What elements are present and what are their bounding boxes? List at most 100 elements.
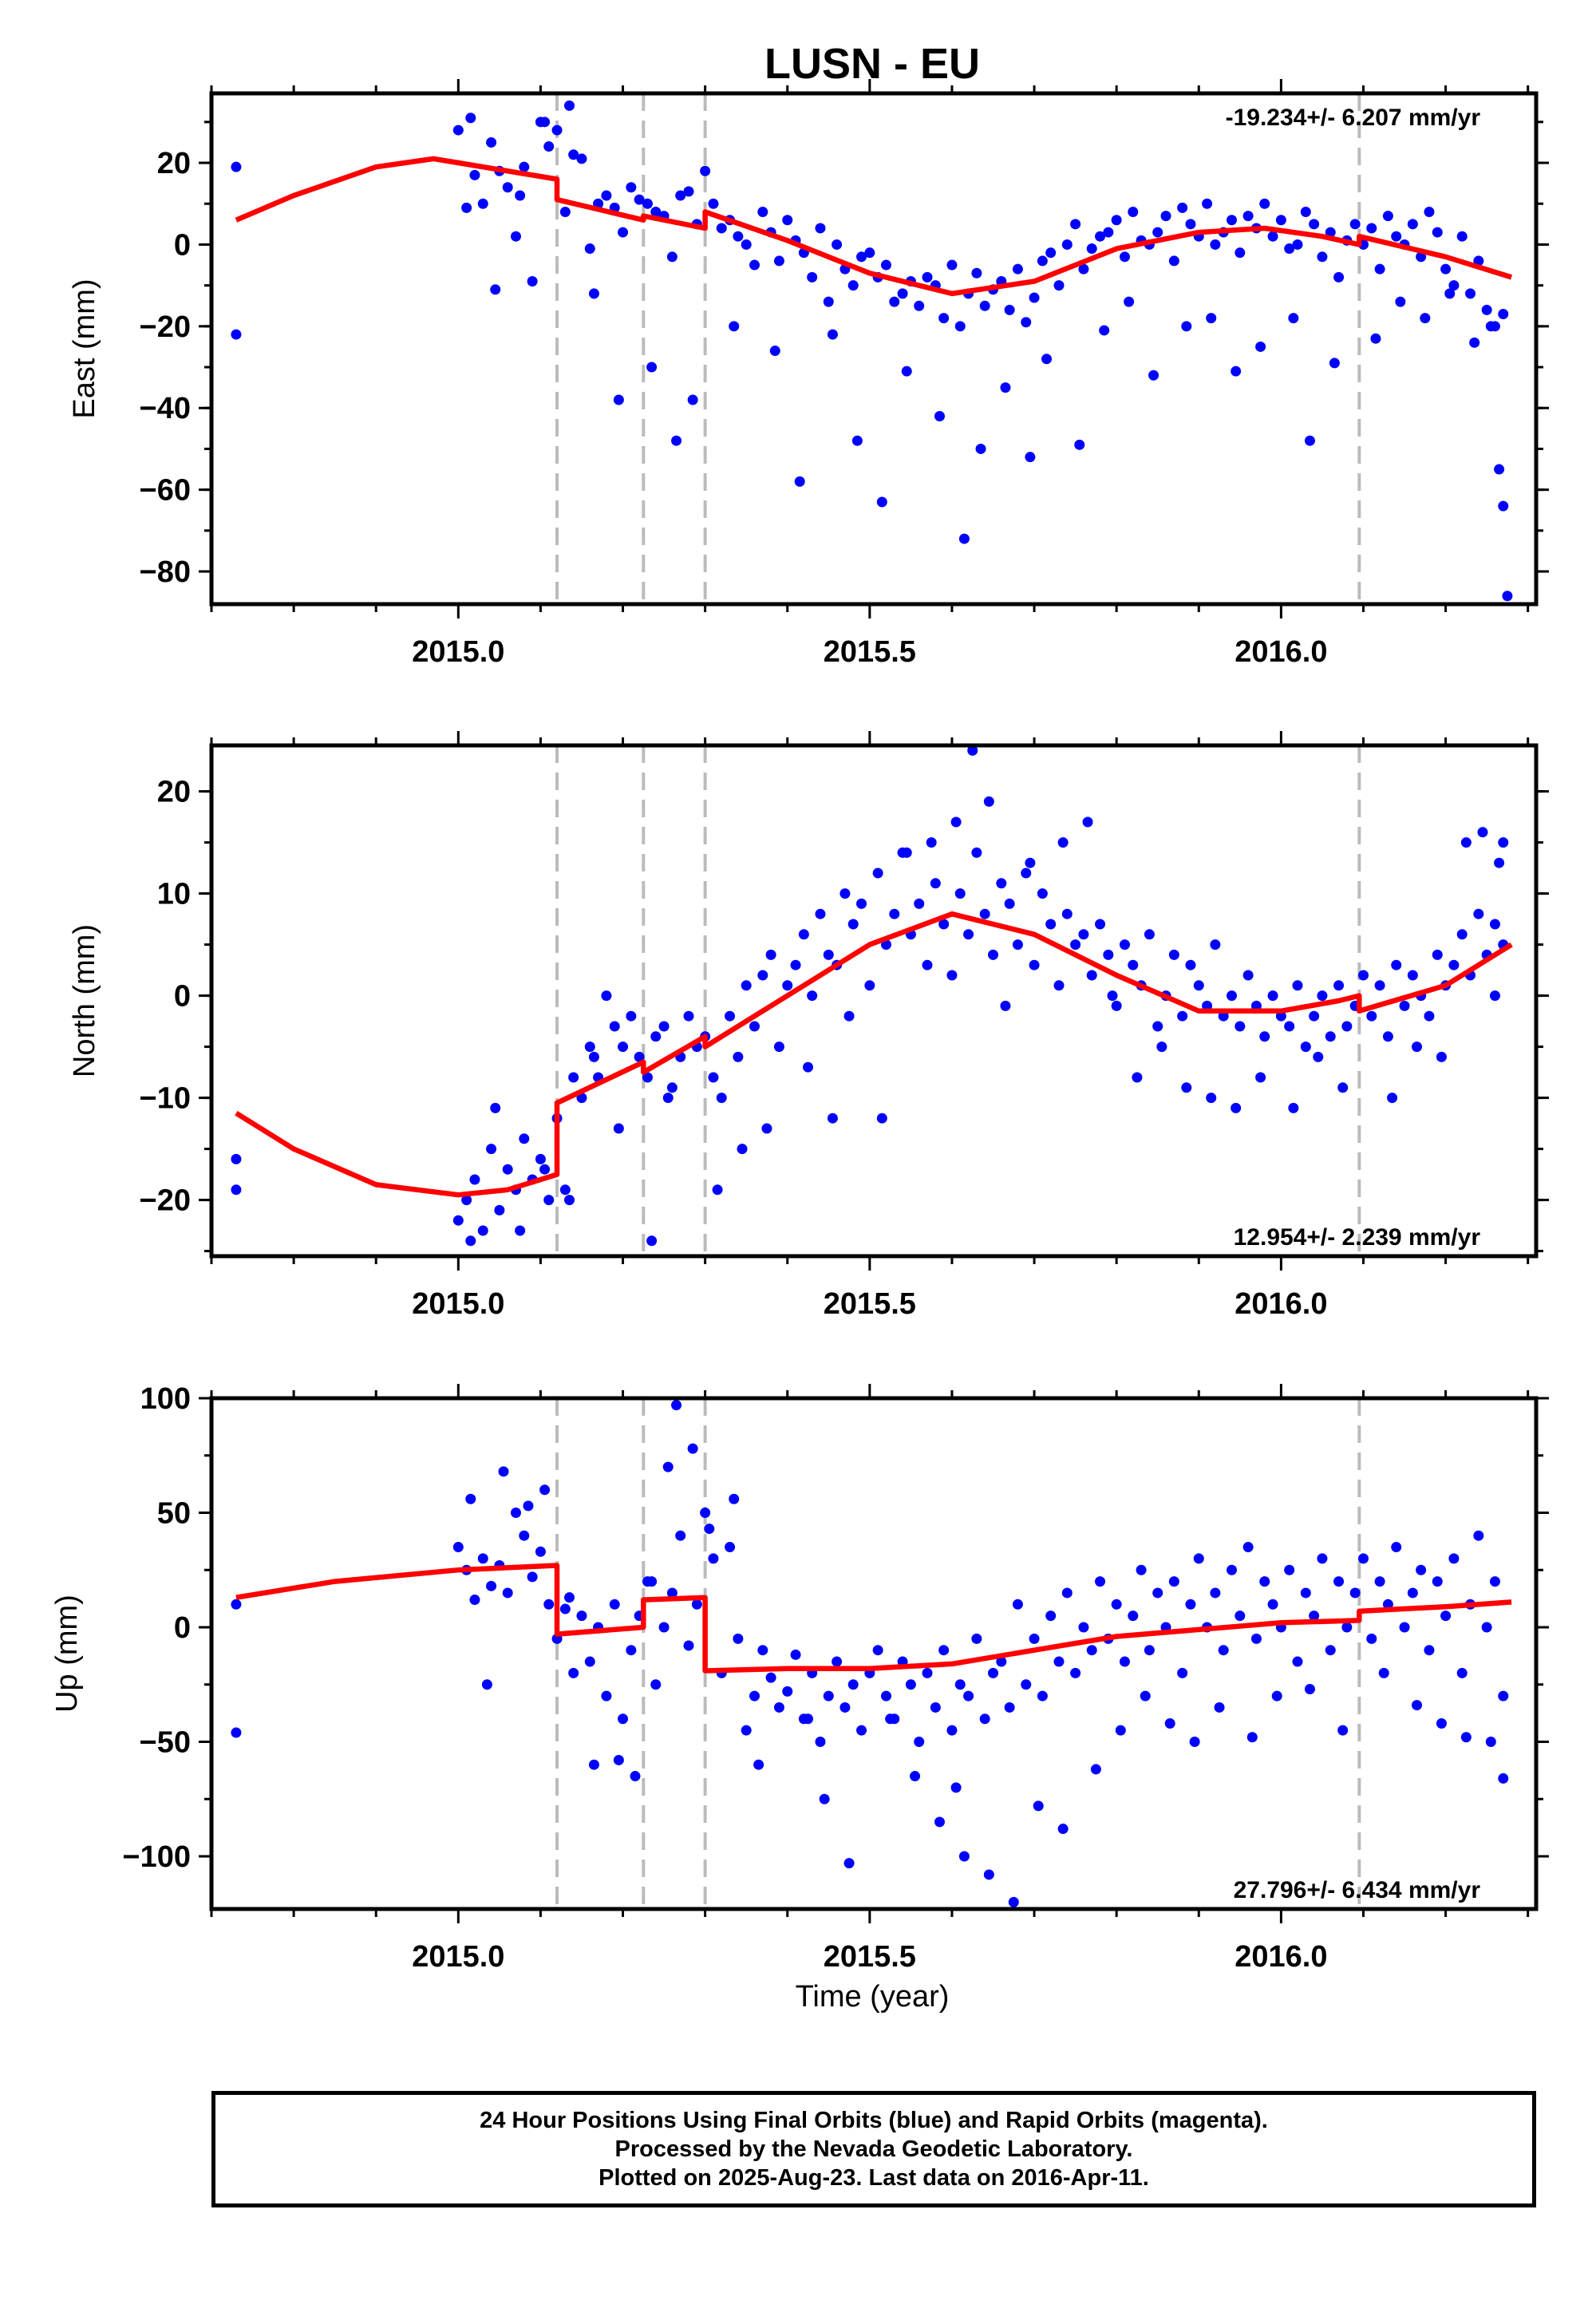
- data-point: [609, 1599, 620, 1610]
- data-point: [790, 1649, 801, 1660]
- data-point: [807, 990, 818, 1002]
- data-point: [584, 1041, 595, 1053]
- data-point: [700, 1507, 711, 1518]
- data-point: [613, 1754, 624, 1765]
- y-tick-label: 100: [140, 1382, 191, 1416]
- y-tick-label: −60: [140, 474, 191, 508]
- data-point: [519, 161, 530, 172]
- data-point: [971, 847, 982, 858]
- data-point: [749, 1021, 760, 1032]
- data-point: [1128, 959, 1139, 970]
- data-point: [716, 223, 727, 234]
- data-point: [782, 980, 793, 991]
- data-point: [1300, 1041, 1311, 1053]
- data-point: [712, 1184, 723, 1196]
- data-point: [827, 329, 838, 340]
- data-point: [1070, 1667, 1081, 1678]
- data-point: [773, 1701, 784, 1713]
- data-point: [1325, 1031, 1336, 1042]
- data-point: [519, 1133, 530, 1144]
- data-point: [815, 223, 826, 234]
- data-point: [1189, 1736, 1200, 1747]
- data-point: [1082, 816, 1093, 828]
- data-point: [700, 165, 711, 176]
- data-point: [584, 243, 595, 255]
- footer-info-box: 24 Hour Positions Using Final Orbits (bl…: [211, 2091, 1536, 2207]
- data-point: [634, 1051, 645, 1062]
- data-point: [1045, 919, 1057, 930]
- data-point: [847, 919, 859, 930]
- data-point: [490, 284, 501, 295]
- data-point: [1460, 837, 1472, 848]
- data-point: [618, 1713, 629, 1725]
- data-point: [971, 1633, 982, 1644]
- data-point: [1284, 1021, 1295, 1032]
- data-point: [847, 280, 859, 291]
- data-point: [1395, 296, 1406, 307]
- data-point: [1193, 980, 1204, 991]
- data-point: [543, 1599, 555, 1610]
- data-point: [1074, 439, 1085, 450]
- data-point: [1469, 337, 1480, 348]
- x-tick-label: 2015.0: [412, 1287, 504, 1321]
- data-point: [1436, 1718, 1447, 1729]
- data-point: [1374, 263, 1385, 275]
- data-point: [486, 1144, 497, 1155]
- data-point: [452, 124, 464, 136]
- data-point: [461, 1195, 472, 1206]
- data-point: [1288, 313, 1299, 324]
- data-point: [1317, 1553, 1328, 1564]
- data-point: [790, 959, 801, 970]
- data-point: [753, 1759, 764, 1770]
- data-point: [798, 929, 809, 940]
- data-point: [687, 1443, 698, 1454]
- data-point: [646, 1576, 658, 1587]
- data-point: [576, 1611, 587, 1622]
- data-point: [1502, 591, 1513, 602]
- data-point: [996, 1656, 1007, 1667]
- data-point: [559, 206, 571, 217]
- data-point: [901, 847, 912, 858]
- data-point: [231, 161, 242, 172]
- data-point: [1029, 959, 1040, 970]
- y-axis-label: Up (mm): [50, 1595, 84, 1713]
- data-point: [1370, 333, 1381, 344]
- data-point: [469, 169, 480, 180]
- data-point: [1168, 255, 1179, 267]
- data-point: [749, 259, 760, 271]
- data-point: [765, 1672, 776, 1683]
- data-point: [1210, 239, 1221, 250]
- data-point: [872, 868, 883, 879]
- data-point: [1152, 1587, 1163, 1599]
- data-point: [1177, 1010, 1188, 1022]
- data-point: [1255, 341, 1266, 352]
- up-panel: 2015.0 2015.5 2016.0 100 50 0 −50 −100 Up (mm) 27…: [50, 1382, 1549, 1974]
- data-point: [650, 206, 662, 217]
- data-point: [1341, 1021, 1353, 1032]
- data-point: [843, 1858, 855, 1869]
- data-point: [1111, 215, 1122, 226]
- data-point: [564, 1195, 575, 1206]
- data-point: [1440, 263, 1452, 275]
- x-tick-label: 2016.0: [1235, 1940, 1327, 1974]
- data-point: [905, 1679, 916, 1690]
- data-point: [1185, 959, 1196, 970]
- data-point: [1128, 206, 1139, 217]
- data-point: [1432, 1576, 1443, 1587]
- data-point: [1181, 321, 1192, 332]
- data-point: [839, 1701, 851, 1713]
- data-points: [231, 1400, 1509, 1907]
- data-point: [1053, 980, 1065, 991]
- data-point: [527, 1571, 538, 1583]
- data-point: [1235, 1611, 1246, 1622]
- data-point: [1095, 231, 1106, 242]
- data-point: [815, 1736, 826, 1747]
- x-axis-label: Time (year): [796, 1980, 950, 2014]
- north-panel: 2015.0 2015.5 2016.0 20 10 0 −10 −20 North (mm) 1…: [68, 731, 1549, 1321]
- data-point: [733, 231, 744, 242]
- data-point: [1160, 211, 1171, 222]
- data-point: [803, 1713, 814, 1725]
- data-point: [1489, 990, 1500, 1002]
- data-point: [1070, 939, 1081, 951]
- data-point: [1227, 1564, 1238, 1575]
